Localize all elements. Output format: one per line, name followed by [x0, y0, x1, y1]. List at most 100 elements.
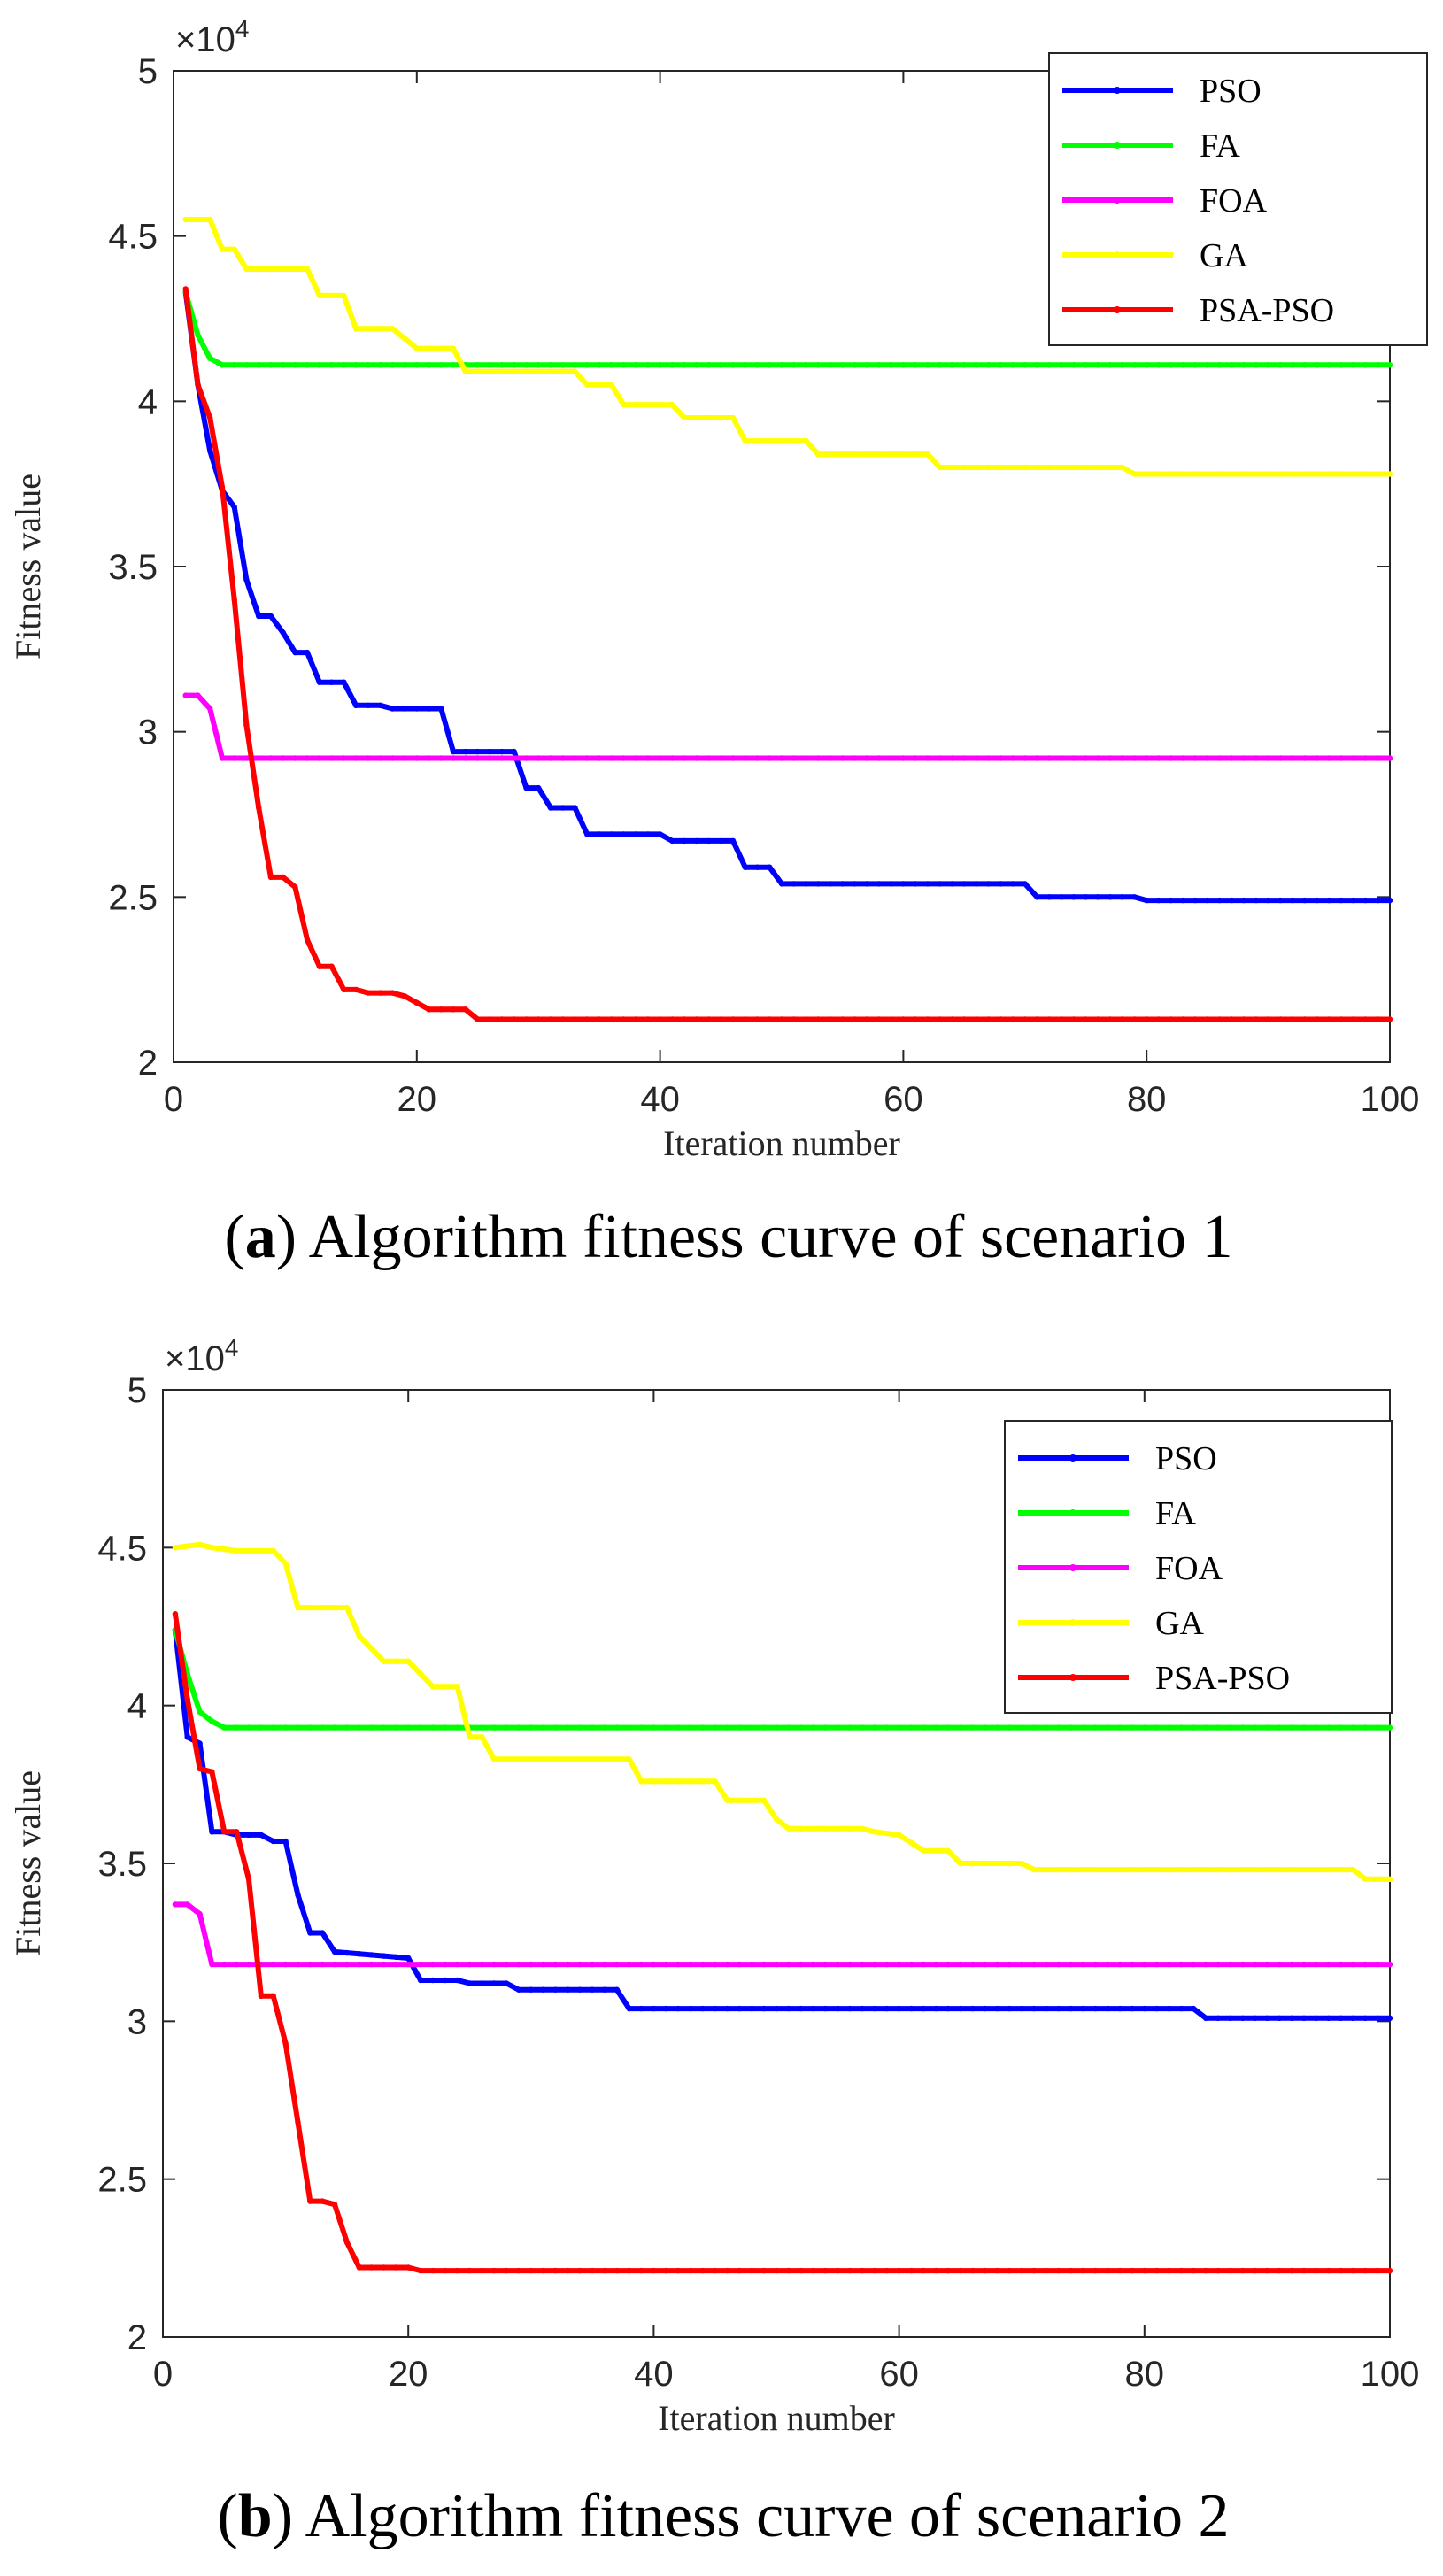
data-point [1265, 1016, 1271, 1022]
data-point [1105, 2005, 1111, 2012]
data-point [888, 1016, 894, 1022]
data-point [195, 382, 201, 388]
data-point [1116, 2267, 1123, 2274]
data-point [1362, 755, 1369, 761]
data-point [475, 755, 481, 761]
data-point [454, 1724, 460, 1731]
data-point [644, 401, 652, 408]
legend-marker [1069, 1564, 1076, 1571]
data-point [207, 216, 213, 223]
data-point [209, 1829, 215, 1835]
data-point [536, 755, 542, 761]
data-point [945, 1961, 952, 1968]
data-point [1131, 471, 1138, 477]
data-point [1325, 1866, 1331, 1873]
data-point [1386, 1724, 1393, 1731]
data-point [815, 755, 822, 761]
data-point [467, 1980, 473, 1986]
data-point [219, 755, 226, 761]
data-point [184, 1901, 190, 1908]
data-point [352, 362, 359, 368]
data-point [884, 1724, 890, 1731]
data-point [852, 362, 858, 368]
data-point [316, 755, 323, 761]
data-point [626, 1724, 632, 1731]
data-point [1070, 755, 1077, 761]
data-point [1105, 1724, 1111, 1731]
data-point [393, 1961, 399, 1968]
y-tick-label: 5 [138, 52, 158, 91]
data-point [341, 679, 347, 685]
data-point [810, 2005, 816, 2012]
data-point [282, 1561, 289, 1567]
data-point [352, 702, 359, 708]
data-point [209, 1769, 215, 1775]
data-point [1300, 2015, 1308, 2021]
data-point [706, 755, 712, 761]
data-point [365, 755, 371, 761]
data-point [961, 881, 968, 887]
data-point [1301, 471, 1308, 477]
y-axis-title: Fitness value [8, 474, 48, 659]
data-point [475, 368, 481, 374]
data-point [328, 292, 335, 299]
data-point [1168, 1016, 1174, 1022]
data-point [1314, 362, 1320, 368]
data-point [1055, 1724, 1062, 1731]
data-point [1129, 1724, 1136, 1731]
data-point [292, 362, 298, 368]
legend-marker [1114, 197, 1121, 204]
data-point [1192, 471, 1199, 477]
data-point [1034, 464, 1040, 471]
data-point [608, 755, 614, 761]
data-point [638, 2267, 644, 2274]
data-point [209, 1961, 215, 1968]
data-point [572, 368, 578, 374]
data-point [1009, 755, 1016, 761]
data-point [815, 1016, 822, 1022]
data-point [982, 1961, 988, 1968]
data-point [491, 1724, 498, 1731]
data-point [884, 2005, 890, 2012]
data-point [1092, 2267, 1099, 2274]
data-point [1375, 755, 1381, 761]
data-point [632, 362, 639, 368]
data-point [994, 2005, 1000, 2012]
data-point [454, 1977, 460, 1984]
data-point [900, 881, 907, 887]
data-point [1338, 2015, 1344, 2021]
data-point [429, 1961, 436, 1968]
data-point [245, 1876, 252, 1882]
data-point [969, 2267, 976, 2274]
data-point [621, 1016, 627, 1022]
data-point [822, 2005, 829, 2012]
data-point [884, 1961, 890, 1968]
data-point [207, 414, 213, 421]
data-point [1252, 1724, 1258, 1731]
data-point [442, 1724, 448, 1731]
data-point [1180, 1016, 1186, 1022]
data-point [961, 755, 968, 761]
data-point [417, 1670, 424, 1677]
data-point [657, 362, 663, 368]
data-point [1264, 2267, 1270, 2274]
data-point [405, 1658, 412, 1664]
data-point [749, 1961, 755, 1968]
data-point [681, 362, 688, 368]
data-point [438, 1006, 444, 1013]
y-multiplier-base: ×10 [175, 20, 235, 59]
x-axis-title: Iteration number [663, 1123, 900, 1163]
data-point [706, 1016, 712, 1022]
data-point [1277, 755, 1284, 761]
data-point [1253, 1016, 1260, 1022]
data-point [231, 597, 237, 603]
data-point [429, 1724, 436, 1731]
data-point [197, 1740, 203, 1747]
data-point [1080, 2267, 1086, 2274]
data-point [791, 437, 797, 444]
data-point [791, 362, 797, 368]
data-point [773, 1724, 780, 1731]
data-point [584, 755, 590, 761]
data-point [596, 382, 603, 388]
data-point [1227, 2015, 1234, 2021]
